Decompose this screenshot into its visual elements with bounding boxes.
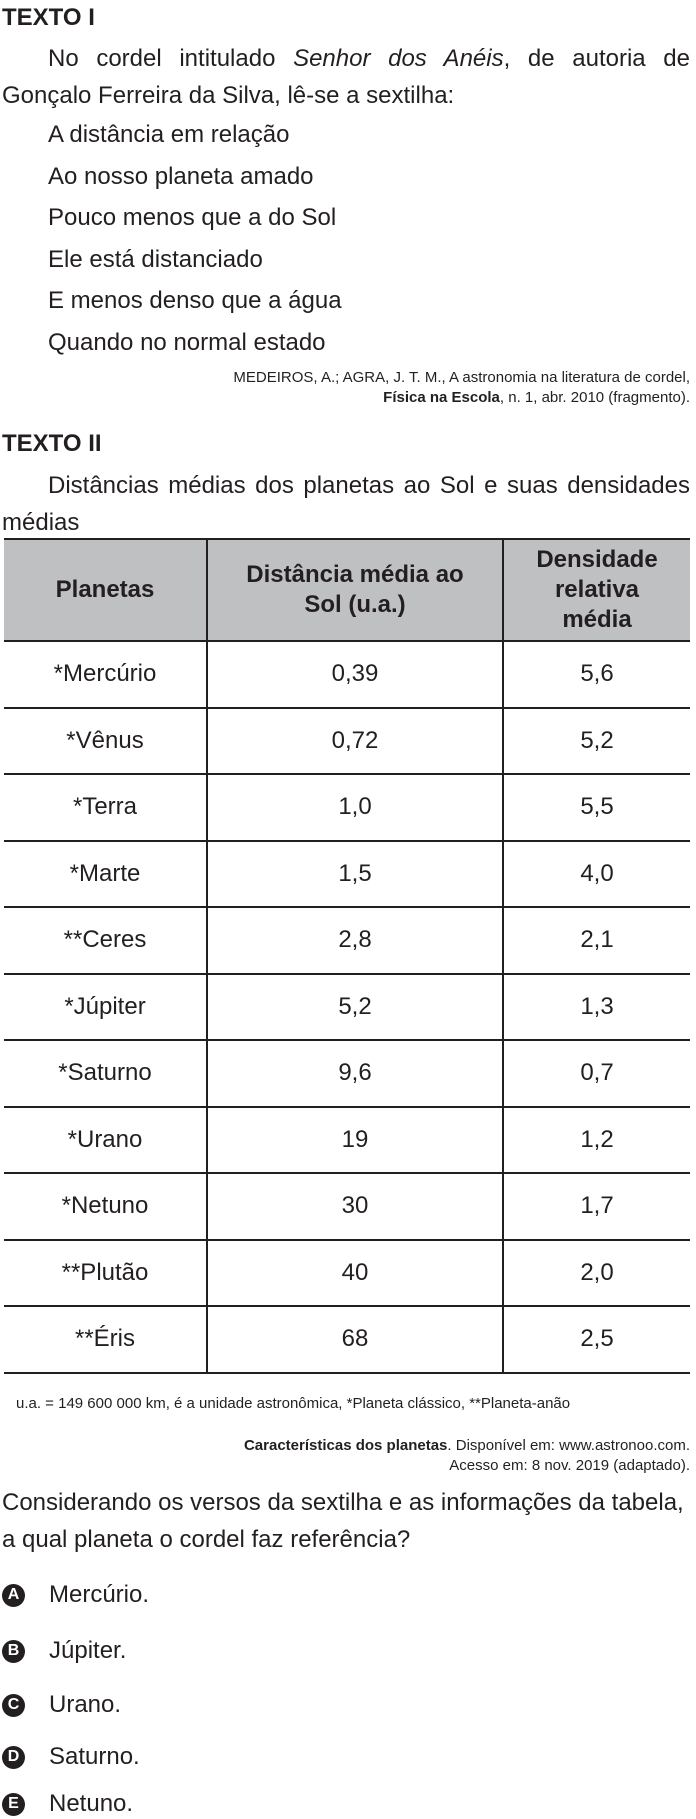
- cell: *Urano: [4, 1105, 208, 1174]
- cell: *Saturno: [4, 1039, 208, 1108]
- cell: 1,2: [502, 1105, 690, 1174]
- cell: 2,5: [502, 1305, 690, 1374]
- option-text: Saturno.: [49, 1743, 140, 1770]
- text: , de autoria de Gonçalo Ferreira da Silv…: [2, 45, 690, 109]
- text: . Disponível em: www.astronoo.com.: [447, 1437, 690, 1454]
- cell: 2,1: [502, 906, 690, 975]
- cell: 19: [206, 1105, 504, 1174]
- cell: 0,39: [206, 640, 504, 709]
- option-letter: E: [2, 1792, 25, 1816]
- table: Planetas Distância média ao Sol (u.a.) Den…: [4, 538, 690, 1374]
- cell: 1,5: [206, 839, 504, 908]
- title: Senhor dos Anéis: [293, 45, 504, 72]
- cell: **Ceres: [4, 906, 208, 975]
- cell: 2,0: [502, 1238, 690, 1307]
- row: *Vênus 0,72 5,2: [4, 706, 690, 775]
- option-letter: A: [2, 1583, 25, 1607]
- journal: Física na Escola: [383, 389, 500, 406]
- option[interactable]: B Júpiter.: [2, 1636, 126, 1666]
- text: MEDEIROS, A.; AGRA, J. T. M., A astronom…: [233, 369, 690, 386]
- option[interactable]: E Netuno.: [2, 1789, 133, 1819]
- cell: 5,6: [502, 640, 690, 709]
- option-letter: D: [2, 1745, 25, 1769]
- option-letter: B: [2, 1639, 25, 1663]
- cell: 0,72: [206, 706, 504, 775]
- text: Acesso em: 8 nov. 2019 (adaptado).: [449, 1457, 690, 1474]
- cell: 4,0: [502, 839, 690, 908]
- cell: 1,0: [206, 773, 504, 842]
- cell: *Netuno: [4, 1172, 208, 1241]
- verse: Ele está distanciado: [48, 245, 263, 273]
- cell: 2,8: [206, 906, 504, 975]
- header-cell: Planetas: [4, 538, 208, 642]
- cell: 0,7: [502, 1039, 690, 1108]
- cell: *Mercúrio: [4, 640, 208, 709]
- verse: Quando no normal estado: [48, 329, 326, 356]
- cell: *Marte: [4, 839, 208, 908]
- option-text: Netuno.: [49, 1790, 134, 1817]
- option-text: Júpiter.: [49, 1637, 127, 1664]
- heading: TEXTO I: [2, 4, 95, 31]
- cell: 5,5: [502, 773, 690, 842]
- row: *Saturno 9,6 0,7: [4, 1039, 690, 1108]
- cell: **Éris: [4, 1305, 208, 1374]
- row: *Urano 19 1,2: [4, 1105, 690, 1174]
- row: *Mercúrio 0,39 5,6: [4, 640, 690, 709]
- question: Considerando os versos da sextilha e as …: [2, 1489, 684, 1553]
- verse: Pouco menos que a do Sol: [48, 204, 337, 232]
- row: **Plutão 40 2,0: [4, 1238, 690, 1307]
- heading: TEXTO II: [2, 430, 102, 457]
- header-cell: Distância média ao Sol (u.a.): [206, 538, 504, 642]
- row: *Marte 1,5 4,0: [4, 839, 690, 908]
- option[interactable]: C Urano.: [2, 1690, 121, 1720]
- text: No cordel intitulado: [48, 45, 294, 72]
- row: *Terra 1,0 5,5: [4, 773, 690, 842]
- cell: 5,2: [502, 706, 690, 775]
- cell: 1,7: [502, 1172, 690, 1241]
- cell: 40: [206, 1238, 504, 1307]
- option[interactable]: D Saturno.: [2, 1742, 140, 1772]
- row: **Éris 68 2,5: [4, 1305, 690, 1374]
- verse: Ao nosso planeta amado: [48, 162, 314, 190]
- cell: 30: [206, 1172, 504, 1241]
- cell: 5,2: [206, 972, 504, 1041]
- note: u.a. = 149 600 000 km, é a unidade astro…: [16, 1395, 571, 1412]
- source-title: Características dos planetas: [243, 1437, 448, 1454]
- row: *Netuno 30 1,7: [4, 1172, 690, 1241]
- intro: No cordel intitulado Senhor dos Anéis, d…: [2, 40, 690, 114]
- row: *Júpiter 5,2 1,3: [4, 972, 690, 1041]
- cell: *Terra: [4, 773, 208, 842]
- option-letter: C: [2, 1693, 25, 1717]
- option-text: Urano.: [49, 1691, 122, 1718]
- option-text: Mercúrio.: [49, 1581, 150, 1608]
- verse: E menos denso que a água: [48, 287, 342, 315]
- cell: **Plutão: [4, 1238, 208, 1307]
- source: Características dos planetas. Disponível…: [244, 1436, 690, 1476]
- cell: 1,3: [502, 972, 690, 1041]
- verse: A distância em relação: [48, 121, 290, 148]
- option[interactable]: A Mercúrio.: [2, 1580, 149, 1610]
- text: , n. 1, abr. 2010 (fragmento).: [499, 389, 690, 406]
- cell: 68: [206, 1305, 504, 1374]
- row: **Ceres 2,8 2,1: [4, 906, 690, 975]
- cell: 9,6: [206, 1039, 504, 1108]
- header-cell: Densidade relativa média: [502, 538, 690, 642]
- citation: MEDEIROS, A.; AGRA, J. T. M., A astronom…: [233, 368, 690, 408]
- cell: *Júpiter: [4, 972, 208, 1041]
- cell: *Vênus: [4, 706, 208, 775]
- caption: Distâncias médias dos planetas ao Sol e …: [2, 472, 690, 536]
